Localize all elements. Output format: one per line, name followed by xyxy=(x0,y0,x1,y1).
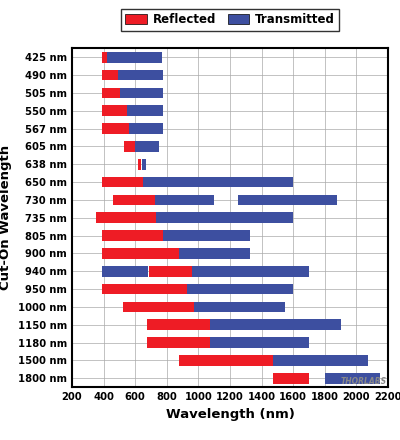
Bar xyxy=(194,301,285,312)
Bar xyxy=(127,106,163,116)
Bar xyxy=(147,337,210,348)
Bar xyxy=(102,52,107,62)
Legend: Reflected, Transmitted: Reflected, Transmitted xyxy=(120,8,340,31)
Bar xyxy=(147,319,210,330)
Bar xyxy=(238,194,337,205)
Bar xyxy=(210,337,309,348)
Bar xyxy=(107,52,162,62)
Bar xyxy=(120,88,163,98)
Bar xyxy=(274,355,368,366)
Bar xyxy=(156,213,293,223)
Bar xyxy=(163,230,250,241)
Bar xyxy=(325,373,380,384)
X-axis label: Wavelength (nm): Wavelength (nm) xyxy=(166,407,294,421)
Text: THORLABS: THORLABS xyxy=(340,377,386,385)
Bar xyxy=(113,194,155,205)
Bar xyxy=(123,301,194,312)
Bar xyxy=(102,230,163,241)
Bar xyxy=(129,123,163,134)
Bar xyxy=(143,177,293,187)
Bar xyxy=(102,70,118,81)
Bar xyxy=(102,266,148,277)
Bar xyxy=(142,159,146,170)
Bar xyxy=(179,355,274,366)
Bar xyxy=(274,373,309,384)
Bar xyxy=(102,248,179,259)
Bar xyxy=(118,70,163,81)
Bar xyxy=(102,123,129,134)
Bar xyxy=(186,284,293,294)
Bar xyxy=(102,88,120,98)
Bar xyxy=(102,284,186,294)
Bar xyxy=(102,106,127,116)
Bar xyxy=(135,141,159,152)
Bar xyxy=(124,141,135,152)
Bar xyxy=(192,266,309,277)
Y-axis label: Cut-On Wavelength: Cut-On Wavelength xyxy=(0,145,12,290)
Bar xyxy=(155,194,214,205)
Bar xyxy=(150,266,192,277)
Bar xyxy=(96,213,156,223)
Bar xyxy=(210,319,341,330)
Bar xyxy=(138,159,141,170)
Bar xyxy=(179,248,250,259)
Bar xyxy=(102,177,143,187)
